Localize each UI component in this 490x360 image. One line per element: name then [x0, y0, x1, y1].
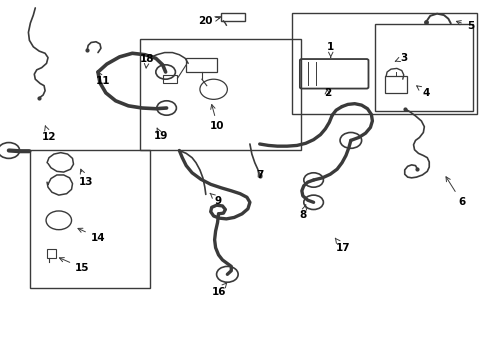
Text: 20: 20: [198, 16, 220, 26]
Text: 6: 6: [446, 177, 465, 207]
Text: 18: 18: [140, 54, 154, 68]
Text: 9: 9: [210, 193, 222, 206]
Text: 5: 5: [456, 21, 474, 31]
Bar: [30, 150, 150, 288]
Bar: [186, 58, 217, 72]
Bar: [375, 24, 473, 111]
Text: 3: 3: [395, 53, 408, 63]
Text: 19: 19: [153, 128, 168, 141]
Text: 13: 13: [78, 169, 93, 187]
Bar: [292, 13, 477, 114]
Text: 8: 8: [299, 205, 307, 220]
Text: 2: 2: [324, 88, 331, 98]
Text: 10: 10: [210, 104, 225, 131]
Bar: [221, 13, 245, 21]
Text: 16: 16: [212, 283, 227, 297]
Bar: [47, 249, 56, 258]
Text: 15: 15: [59, 258, 90, 273]
Text: 1: 1: [327, 42, 334, 57]
Text: 14: 14: [78, 228, 105, 243]
Bar: [385, 76, 407, 93]
Bar: [140, 39, 301, 150]
Text: 11: 11: [96, 71, 110, 86]
Bar: [163, 75, 177, 83]
Text: 17: 17: [335, 238, 350, 253]
Text: 4: 4: [416, 86, 430, 98]
Text: 7: 7: [256, 170, 264, 180]
Text: 12: 12: [42, 126, 56, 142]
